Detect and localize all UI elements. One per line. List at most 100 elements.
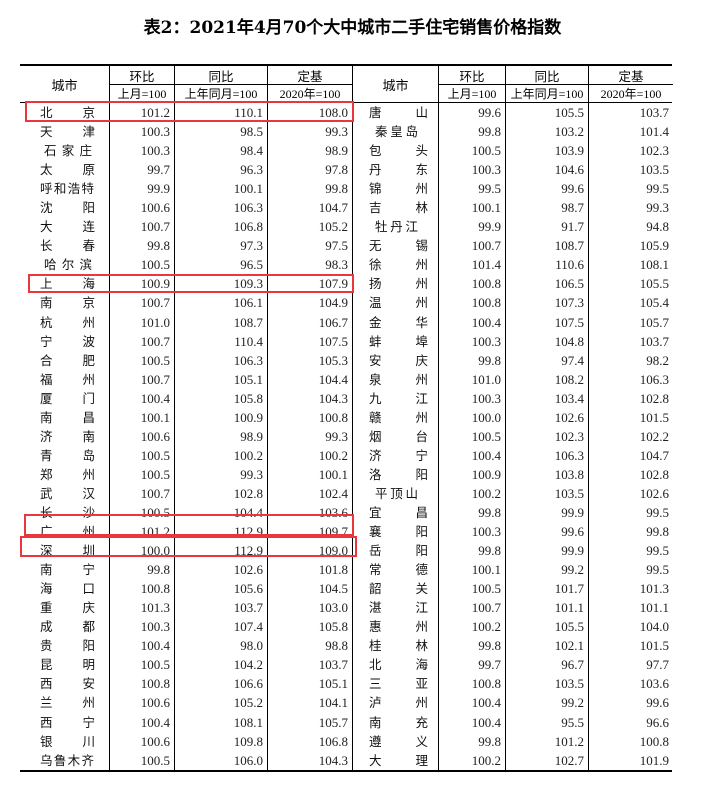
header-base-base: 2020年=100 (600, 87, 662, 101)
table-row: 扬州 100.8 106.5 105.5 (353, 274, 673, 294)
base-value: 99.8 (325, 181, 348, 197)
base-value: 99.5 (646, 181, 669, 197)
city-name: 泸州 (353, 693, 439, 713)
yoy-value: 110.4 (175, 331, 268, 351)
mom-value: 100.5 (110, 750, 175, 770)
mom-value: 100.4 (110, 636, 175, 656)
base-value: 103.0 (318, 600, 348, 616)
base-value: 105.4 (639, 295, 669, 311)
table-row: 太原 99.7 96.3 97.8 (20, 160, 352, 180)
price-index-table: 城市 环比 同比 定基 上月=100 上年同月=100 2020年=100 城市… (20, 64, 673, 772)
base-value: 104.1 (318, 695, 348, 711)
table-title: 表2：2021年4月70个大中城市二手住宅销售价格指数 (143, 18, 562, 38)
table-row: 徐州 101.4 110.6 108.1 (353, 255, 673, 275)
base-value: 106.3 (639, 371, 669, 387)
mom-value: 100.2 (439, 750, 506, 770)
mom-value: 99.8 (439, 122, 506, 142)
table-row: 厦门 100.4 105.8 104.3 (20, 388, 352, 408)
city-name: 重庆 (20, 598, 110, 618)
table-row: 济南 100.6 98.9 99.3 (20, 426, 352, 446)
mom-value: 100.3 (439, 160, 506, 180)
city-name: 韶关 (353, 579, 439, 599)
city-name: 海口 (20, 579, 110, 599)
mom-value: 100.3 (439, 388, 506, 408)
table-row: 襄阳 100.3 99.6 99.8 (353, 522, 673, 542)
mom-value: 100.1 (439, 560, 506, 580)
yoy-value: 112.9 (175, 541, 268, 561)
base-value: 101.5 (639, 638, 669, 654)
base-value: 98.9 (325, 143, 348, 159)
table-row: 泸州 100.4 99.2 99.6 (353, 693, 673, 713)
city-name: 宜昌 (353, 502, 439, 523)
table-row: 无锡 100.7 108.7 105.9 (353, 236, 673, 256)
base-value: 98.2 (646, 352, 669, 368)
city-name: 洛阳 (353, 464, 439, 484)
yoy-value: 107.5 (506, 312, 589, 332)
mom-value: 100.0 (439, 407, 506, 427)
city-name: 沈阳 (20, 198, 110, 218)
table-row: 郑州 100.5 99.3 100.1 (20, 464, 352, 484)
base-value: 105.5 (639, 276, 669, 292)
base-value: 103.7 (639, 333, 669, 349)
city-name: 西安 (20, 674, 110, 694)
base-value: 100.8 (318, 409, 348, 425)
header-yoy-base: 上年同月=100 (506, 85, 589, 102)
table-row: 洛阳 100.9 103.8 102.8 (353, 464, 673, 484)
header-city: 城市 (20, 66, 110, 102)
header-base: 定基 (297, 69, 323, 84)
base-value: 104.7 (318, 200, 348, 216)
city-name: 南充 (353, 712, 439, 732)
table-row: 成都 100.3 107.4 105.8 (20, 617, 352, 637)
mom-value: 100.2 (439, 483, 506, 503)
mom-value: 100.7 (439, 598, 506, 618)
mom-value: 99.7 (439, 655, 506, 675)
yoy-value: 99.6 (506, 179, 589, 199)
city-name: 大理 (353, 750, 439, 770)
table-row: 合肥 100.5 106.3 105.3 (20, 350, 352, 370)
table-row: 长春 99.8 97.3 97.5 (20, 236, 352, 256)
city-name: 泉州 (353, 369, 439, 389)
table-row: 西安 100.8 106.6 105.1 (20, 674, 352, 694)
city-name: 石家庄 (20, 141, 110, 161)
city-name: 牡丹江 (353, 217, 439, 237)
table-row: 惠州 100.2 105.5 104.0 (353, 617, 673, 637)
table-row: 湛江 100.7 101.1 101.1 (353, 598, 673, 618)
city-name: 兰州 (20, 693, 110, 713)
mom-value: 100.0 (110, 541, 175, 561)
yoy-value: 102.6 (175, 560, 268, 580)
yoy-value: 103.4 (506, 388, 589, 408)
base-value: 105.7 (318, 714, 348, 730)
base-value: 106.7 (318, 314, 348, 330)
city-name: 太原 (20, 160, 110, 180)
yoy-value: 99.6 (506, 522, 589, 542)
mom-value: 99.8 (439, 502, 506, 523)
yoy-value: 106.3 (175, 198, 268, 218)
base-value: 104.7 (639, 447, 669, 463)
mom-value: 99.6 (439, 103, 506, 123)
base-value: 99.5 (646, 504, 669, 520)
base-value: 102.3 (639, 143, 669, 159)
base-value: 97.8 (325, 162, 348, 178)
table-row: 济宁 100.4 106.3 104.7 (353, 445, 673, 465)
yoy-value: 102.3 (506, 426, 589, 446)
table-row: 包头 100.5 103.9 102.3 (353, 141, 673, 161)
yoy-value: 109.3 (175, 274, 268, 294)
city-name: 天津 (20, 122, 110, 142)
mom-value: 100.4 (439, 693, 506, 713)
mom-value: 99.5 (439, 179, 506, 199)
table-row: 南充 100.4 95.5 96.6 (353, 712, 673, 732)
city-name: 徐州 (353, 255, 439, 275)
yoy-value: 108.2 (506, 369, 589, 389)
base-value: 103.7 (318, 657, 348, 673)
yoy-value: 104.8 (506, 331, 589, 351)
mom-value: 100.5 (439, 579, 506, 599)
yoy-value: 106.8 (175, 217, 268, 237)
table-row: 南京 100.7 106.1 104.9 (20, 293, 352, 313)
table-row: 乌鲁木齐 100.5 106.0 104.3 (20, 750, 352, 770)
mom-value: 100.7 (110, 217, 175, 237)
table-row: 温州 100.8 107.3 105.4 (353, 293, 673, 313)
mom-value: 100.5 (110, 655, 175, 675)
base-value: 102.6 (639, 485, 669, 501)
mom-value: 100.9 (439, 464, 506, 484)
city-name: 长春 (20, 236, 110, 256)
